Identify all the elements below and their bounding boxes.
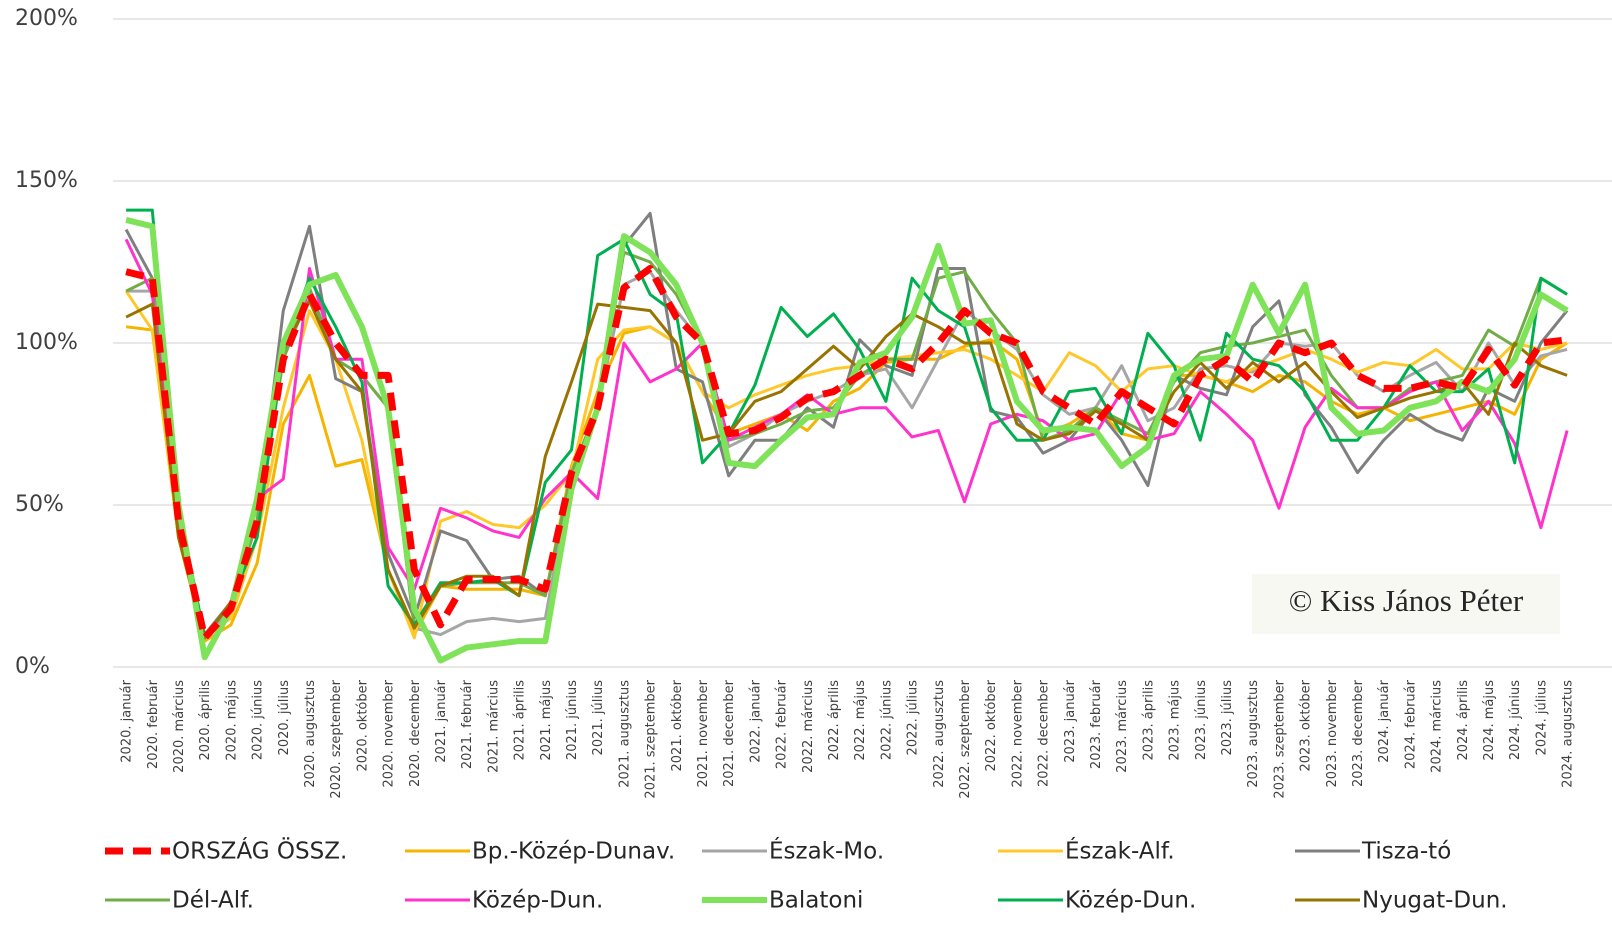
x-tick-label: 2023. február <box>1089 679 1104 769</box>
x-tick-label: 2020. június <box>251 680 266 760</box>
x-tick-label: 2020. április <box>198 680 213 761</box>
x-tick-label: 2020. január <box>120 679 135 762</box>
x-tick-label: 2023. március <box>1115 680 1130 773</box>
x-tick-label: 2023. április <box>1141 680 1156 761</box>
legend-label: Tisza-tó <box>1361 839 1451 865</box>
annotation-box <box>1252 574 1560 634</box>
x-tick-label: 2020. március <box>172 680 187 773</box>
y-tick-label: 150% <box>15 168 78 193</box>
x-tick-label: 2020. szeptember <box>329 679 344 798</box>
legend-label: ORSZÁG ÖSSZ. <box>172 837 347 865</box>
x-tick-label: 2024. március <box>1430 680 1445 773</box>
x-tick-label: 2021. augusztus <box>617 680 632 788</box>
x-tick-label: 2023. július <box>1220 680 1235 756</box>
x-tick-label: 2023. október <box>1299 679 1314 771</box>
annotation: © Kiss János Péter <box>1289 583 1524 618</box>
x-tick-label: 2024. augusztus <box>1561 680 1576 788</box>
legend-label: Közép-Dun. <box>1065 888 1196 914</box>
x-tick-label: 2022. augusztus <box>932 680 947 788</box>
x-tick-label: 2022. október <box>984 679 999 771</box>
x-tick-label: 2023. június <box>1194 680 1209 760</box>
series-line <box>125 216 1569 664</box>
x-tick-label: 2024. február <box>1403 679 1418 769</box>
y-tick-label: 0% <box>15 654 50 679</box>
x-tick-label: 2021. március <box>486 680 501 773</box>
x-tick-label: 2021. december <box>722 679 737 787</box>
x-tick-label: 2022. szeptember <box>958 679 973 798</box>
x-tick-label: 2020. december <box>408 679 423 787</box>
x-tick-label: 2022. július <box>906 680 921 756</box>
legend-label: Közép-Dun. <box>472 888 603 914</box>
x-tick-label: 2022. november <box>1010 679 1025 787</box>
x-tick-label: 2021. április <box>513 680 528 761</box>
x-tick-label: 2024. május <box>1482 680 1497 761</box>
x-tick-label: 2022. május <box>853 680 868 761</box>
x-tick-label: 2023. január <box>1063 679 1078 762</box>
x-tick-label: 2021. május <box>539 680 554 761</box>
x-tick-label: 2021. június <box>565 680 580 760</box>
x-tick-label: 2021. szeptember <box>644 679 659 798</box>
x-tick-label: 2020. május <box>224 680 239 761</box>
legend-label: Észak-Alf. <box>1065 837 1175 865</box>
x-tick-label: 2020. október <box>355 679 370 771</box>
x-tick-label: 2022. június <box>879 680 894 760</box>
x-tick-label: 2020. július <box>277 680 292 756</box>
y-tick-label: 100% <box>15 330 78 355</box>
legend-label: Dél-Alf. <box>172 888 254 914</box>
x-tick-label: 2021. február <box>460 679 475 769</box>
y-tick-label: 200% <box>15 6 78 31</box>
x-tick-label: 2023. december <box>1351 679 1366 787</box>
x-tick-label: 2020. február <box>146 679 161 769</box>
x-tick-label: 2023. május <box>1168 680 1183 761</box>
x-tick-label: 2021. október <box>670 679 685 771</box>
x-tick-label: 2024. április <box>1456 680 1471 761</box>
x-tick-label: 2021. november <box>696 679 711 787</box>
legend-label: Balatoni <box>769 888 863 914</box>
x-tick-label: 2023. szeptember <box>1272 679 1287 798</box>
y-tick-label: 50% <box>15 492 64 517</box>
plot: 0% 50% 100% 150% 200% 2020. január 2020. febru… <box>15 6 1612 914</box>
x-tick-label: 2022. december <box>1037 679 1052 787</box>
x-tick-label: 2022. január <box>748 679 763 762</box>
series-line <box>125 264 1568 642</box>
legend-label: Bp.-Közép-Dunav. <box>472 839 675 865</box>
x-tick-label: 2021. július <box>591 680 606 756</box>
x-tick-label: 2024. július <box>1534 680 1549 756</box>
legend-label: Nyugat-Dun. <box>1362 888 1508 914</box>
x-tick-label: 2023. augusztus <box>1246 680 1261 788</box>
series-line <box>124 290 1568 640</box>
x-tick-label: 2022. április <box>827 680 842 761</box>
x-tick-label: 2022. február <box>775 679 790 769</box>
x-tick-label: 2023. november <box>1325 679 1340 787</box>
x-tick-label: 2024. január <box>1377 679 1392 762</box>
x-tick-label: 2021. január <box>434 679 449 762</box>
legend-label: Észak-Mo. <box>769 837 884 865</box>
x-tick-label: 2020. augusztus <box>303 680 318 788</box>
x-tick-label: 2022. március <box>801 680 816 773</box>
x-tick-label: 2024. június <box>1508 680 1523 760</box>
x-tick-label: 2020. november <box>382 679 397 787</box>
